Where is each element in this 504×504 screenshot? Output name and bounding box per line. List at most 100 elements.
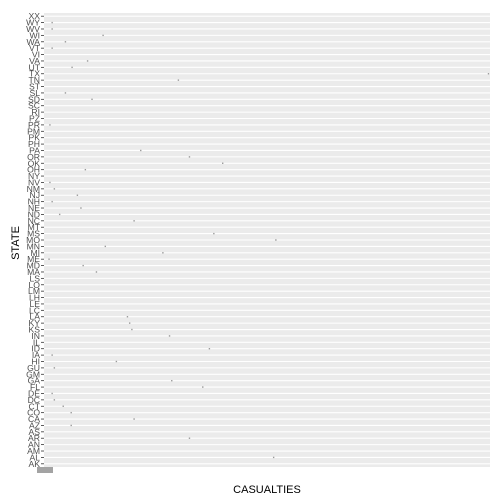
y-tick-label-sd: SD [28,94,40,104]
y-tick-label-vt: VT [29,43,41,53]
y-tick-label-ia: IA [32,350,40,360]
y-tick-label-ar: AR [28,433,40,443]
point-mn [104,245,107,248]
y-tick-label-ri: RI [31,107,40,117]
point-mo [275,239,277,241]
point-gu [53,367,56,369]
y-tick-label-wi: WI [30,30,41,40]
point-nv [49,181,51,184]
point-ks [131,328,133,331]
point-tn [177,79,180,81]
y-tick-label-oh: OH [27,165,40,175]
point-ms [213,232,215,235]
y-tick-label-me: ME [27,254,40,264]
point-dc [53,399,56,401]
point-pr [49,124,51,126]
point-ut [71,66,73,69]
y-tick-label-pm: PM [27,126,40,136]
y-tick-label-mn: MN [27,241,40,251]
y-tick-label-ut: UT [29,62,41,72]
point-ne [80,207,82,209]
point-tx [487,73,490,75]
point-ct [62,405,64,407]
y-tick-label-ga: GA [28,376,41,386]
y-tick-label-ks: KS [29,325,41,335]
y-tick-label-mo: MO [26,235,40,245]
y-tick-label-lo: LO [29,280,41,290]
y-tick-label-sl: SL [29,88,40,98]
point-in [168,335,171,337]
y-tick-label-id: ID [31,344,40,354]
y-tick-label-wa: WA [26,37,40,47]
point-ia [51,354,53,356]
x-axis-ticks [37,467,53,473]
y-tick-label-ct: CT [29,401,41,411]
data-points [48,21,490,459]
y-tick-label-ls: LS [29,273,40,283]
y-tick-label-az: AZ [29,420,40,430]
point-me [48,258,50,260]
y-tick-label-le: LE [29,299,40,309]
point-ar [188,437,191,439]
y-tick-label-ky: KY [29,318,41,328]
point-md [82,264,84,267]
y-tick-label-ma: MA [27,267,40,277]
y-tick-label-pk: PK [29,133,41,143]
point-mi [162,252,164,254]
y-tick-label-ny: NY [28,171,40,181]
y-tick-label-ok: OK [28,158,41,168]
y-tick-label-la: LA [29,312,40,322]
y-tick-label-st: ST [29,82,41,92]
point-vt [51,47,53,49]
y-tick-label-co: CO [27,408,40,418]
y-tick-label-pa: PA [29,145,40,155]
point-wi [102,34,104,37]
y-tick-label-ph: PH [28,139,40,149]
y-tick-label-gu: GU [27,363,40,373]
point-wv [51,28,53,30]
y-tick-label-vi: VI [32,50,40,60]
y-tick-label-am: AM [27,446,40,456]
y-tick-label-wy: WY [26,18,40,28]
y-tick-label-tx: TX [29,69,40,79]
point-sd [91,98,93,101]
y-tick-label-mt: MT [28,222,41,232]
point-hi [115,360,118,363]
point-pa [140,149,142,152]
point-nh [51,200,53,203]
y-tick-label-nd: ND [28,209,40,219]
y-tick-label-in: IN [31,331,40,341]
point-or [188,156,191,158]
point-nm [53,188,56,190]
y-tick-label-tn: TN [29,75,40,85]
y-tick-label-an: AN [28,440,40,450]
point-co [70,411,72,414]
y-tick-label-ca: CA [28,414,40,424]
y-tick-label-mi: MI [30,248,40,258]
y-tick-label-il: IL [33,337,40,347]
y-tick-label-pr: PR [28,120,40,130]
y-tick-label-va: VA [29,56,40,66]
y-tick-label-lh: LH [29,293,40,303]
y-tick-label-de: DE [28,388,40,398]
y-tick-label-ak: AK [29,459,41,469]
point-nd [58,213,61,216]
y-tick-label-nv: NV [28,177,40,187]
point-la [126,316,129,318]
point-nj [76,194,79,196]
point-ma [95,271,98,273]
point-ok [222,162,224,164]
point-wy [51,21,53,24]
y-tick-label-ms: MS [27,229,40,239]
y-axis-title: STATE [10,226,22,260]
point-al [272,456,275,459]
y-tick-label-fl: FL [30,382,40,392]
y-tick-label-nc: NC [28,216,40,226]
point-id [208,348,211,350]
point-oh [84,168,87,171]
y-tick-label-lm: LM [28,286,40,296]
y-tick-label-hi: HI [31,356,40,366]
y-tick-label-xx: XX [29,11,41,21]
point-az [70,424,72,427]
